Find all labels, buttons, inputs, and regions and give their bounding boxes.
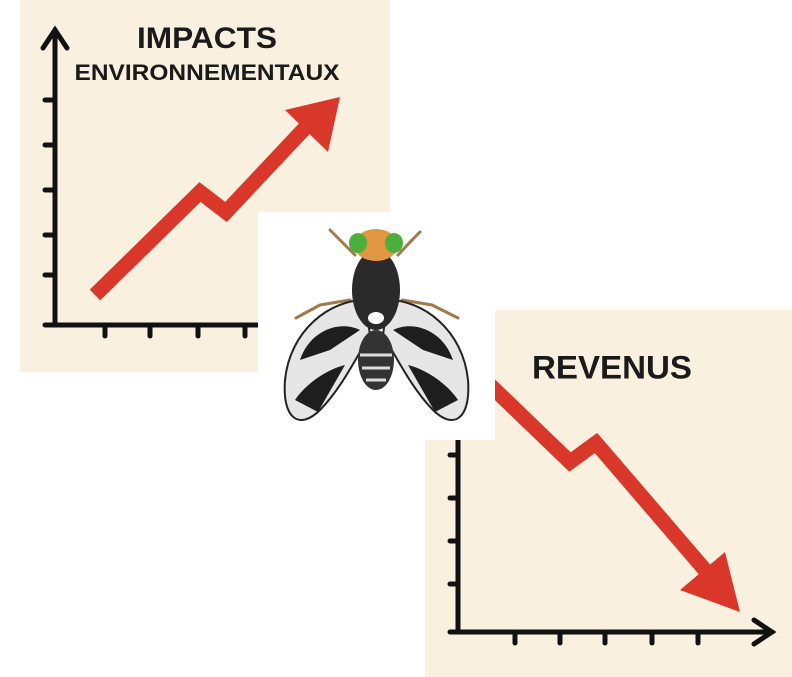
panel-subtitle: ENVIRONNEMENTAUX [75, 60, 340, 85]
illustration: IMPACTS ENVIRONNEMENTAUX REVENUS [0, 0, 792, 677]
panel-title: REVENUS [532, 349, 692, 385]
fly-illustration [258, 212, 495, 440]
panel-title: IMPACTS [137, 22, 277, 55]
